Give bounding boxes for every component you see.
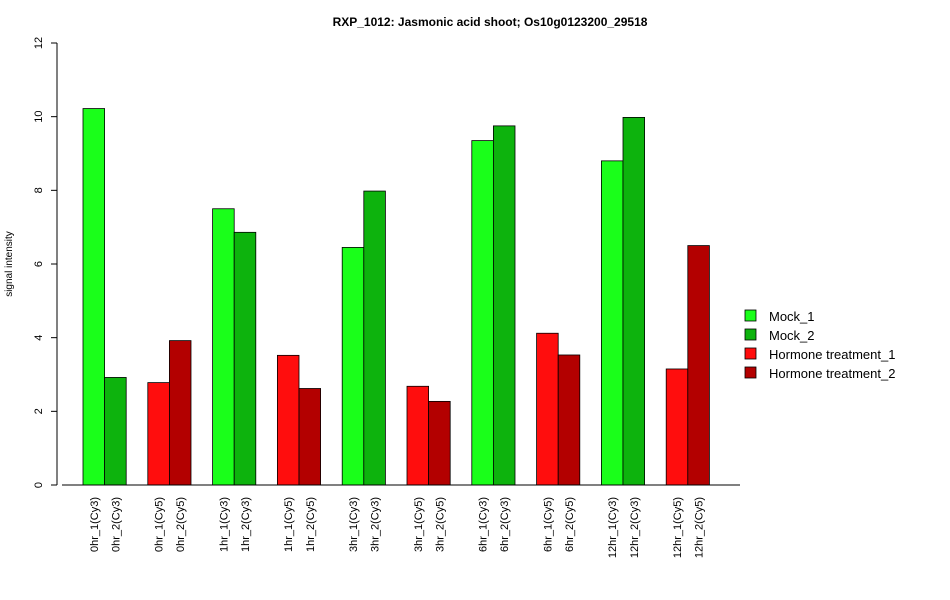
legend-swatch <box>744 309 757 322</box>
bar-12hr_2(Cy5) <box>687 245 710 486</box>
x-tick-labels: 0hr_1(Cy3) 0hr_2(Cy3) 0hr_1(Cy5) 0hr_2(Cy5)… <box>89 497 706 558</box>
x-tick-label: 12hr_1(Cy3) <box>607 497 619 558</box>
bar-0hr_1(Cy5) <box>147 382 170 486</box>
y-axis: 0 2 4 6 8 10 12 <box>33 37 58 488</box>
x-tick-label: 6hr_2(Cy5) <box>564 497 576 552</box>
legend-swatch <box>744 366 757 379</box>
x-tick-label: 0hr_1(Cy5) <box>154 497 166 552</box>
bar-0hr_2(Cy3) <box>104 377 127 486</box>
x-tick-label: 12hr_2(Cy5) <box>694 497 706 558</box>
y-tick-label: 0 <box>33 482 45 488</box>
bar-1hr_1(Cy5) <box>276 354 300 486</box>
bar-6hr_2(Cy3) <box>492 125 516 486</box>
bars-group <box>82 108 710 486</box>
x-tick-label: 0hr_1(Cy3) <box>89 497 101 552</box>
bar-6hr_2(Cy5) <box>557 354 581 486</box>
x-tick-label: 1hr_1(Cy3) <box>218 497 230 552</box>
x-tick-label: 6hr_2(Cy3) <box>499 497 511 552</box>
legend-swatch <box>744 347 757 360</box>
legend-swatch <box>744 328 757 341</box>
chart-title: RXP_1012: Jasmonic acid shoot; Os10g0123… <box>333 15 648 29</box>
legend-label: Mock_1 <box>769 309 815 324</box>
bar-12hr_1(Cy5) <box>665 368 689 486</box>
y-axis-title: signal intensity <box>4 231 15 297</box>
bar-3hr_1(Cy5) <box>406 385 430 486</box>
legend-label: Mock_2 <box>769 328 815 343</box>
bar-12hr_2(Cy3) <box>622 117 646 486</box>
legend-label: Hormone treatment_2 <box>769 366 895 381</box>
x-tick-label: 3hr_2(Cy3) <box>370 497 382 552</box>
bar-12hr_1(Cy3) <box>601 160 624 486</box>
x-tick-label: 3hr_1(Cy5) <box>413 497 425 552</box>
x-tick-label: 3hr_2(Cy5) <box>434 497 446 552</box>
bar-0hr_1(Cy3) <box>82 108 106 486</box>
x-tick-label: 6hr_1(Cy5) <box>542 497 554 552</box>
x-tick-label: 0hr_2(Cy3) <box>110 497 122 552</box>
legend-label: Hormone treatment_1 <box>769 347 895 362</box>
x-tick-label: 12hr_1(Cy5) <box>672 497 684 558</box>
x-tick-label: 3hr_1(Cy3) <box>348 497 360 552</box>
y-tick-label: 4 <box>33 335 45 341</box>
y-tick-label: 6 <box>33 261 45 267</box>
bar-1hr_2(Cy3) <box>233 231 257 486</box>
x-tick-label: 6hr_1(Cy3) <box>478 497 490 552</box>
y-tick-label: 8 <box>33 187 45 193</box>
x-tick-label: 1hr_2(Cy5) <box>305 497 317 552</box>
bar-1hr_2(Cy5) <box>298 388 322 486</box>
bar-3hr_2(Cy3) <box>363 190 386 486</box>
bar-3hr_2(Cy5) <box>428 400 451 486</box>
y-tick-label: 12 <box>33 37 45 49</box>
x-tick-label: 0hr_2(Cy5) <box>175 497 187 552</box>
bar-1hr_1(Cy3) <box>212 208 235 486</box>
bar-0hr_2(Cy5) <box>168 340 192 486</box>
bar-3hr_1(Cy3) <box>341 247 365 486</box>
x-tick-label: 12hr_2(Cy3) <box>629 497 641 558</box>
y-tick-label: 10 <box>33 111 45 123</box>
y-tick-label: 2 <box>33 408 45 414</box>
bar-6hr_1(Cy3) <box>471 140 494 486</box>
x-tick-label: 1hr_2(Cy3) <box>240 497 252 552</box>
bar-6hr_1(Cy5) <box>536 332 559 486</box>
legend: Mock_1 Mock_2 Hormone treatment_1 Hormone t… <box>744 309 895 381</box>
x-tick-label: 1hr_1(Cy5) <box>283 497 295 552</box>
